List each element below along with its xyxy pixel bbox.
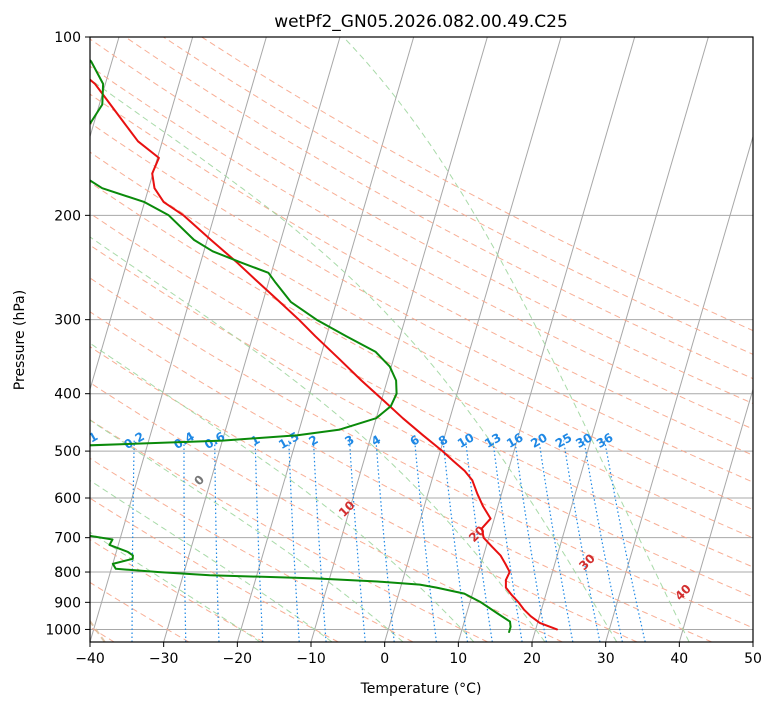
mixing-ratio-line-13 [514,440,547,642]
mixing-ratio-line-15 [563,440,601,642]
sounding-series-layer [90,58,558,633]
temperature-line [90,78,558,631]
mixing-ratio-line-8 [375,440,395,642]
dry-adiabat--20 [90,538,264,642]
dry-adiabat-100 [90,122,753,483]
y-tick-label: 200 [54,208,81,224]
dry-adiabat-80 [90,181,753,539]
y-tick-label: 700 [54,531,81,547]
y-tick-label: 300 [54,313,81,329]
x-tick-label: 10 [449,651,467,667]
y-tick-label: 600 [54,491,81,507]
mixing-ratio-line-2 [183,440,187,642]
dry-adiabat-70 [90,212,753,568]
mixing-ratio-line-4 [254,440,264,642]
x-tick-label: −40 [75,651,105,667]
mixing-ratio-line-1 [131,440,135,642]
mixing-ratio-line-14 [538,440,574,642]
mixing-ratio-line-10 [442,440,469,642]
x-tick-label: 40 [670,651,688,667]
dry-adiabat-layer [90,37,753,642]
mixing-ratio-line-11 [465,440,493,642]
reference-curve-1 [0,37,2,642]
mixing-ratio-line-0 [82,441,88,642]
isotherm--40 [90,37,267,642]
isotherm--50 [90,37,194,392]
x-tick-label: −10 [296,651,326,667]
y-tick-label: 500 [54,444,81,460]
x-axis-label: Temperature (°C) [360,681,482,697]
dry-adiabat-110 [90,93,753,456]
moist-adiabat-20 [90,236,546,642]
isotherm-20 [531,37,709,642]
mixing-ratio-line-9 [414,440,437,642]
x-tick-label: 20 [523,651,541,667]
mixing-ratio-line-7 [348,440,366,642]
plot-frame [89,36,754,643]
mixing-ratio-label: 0.1 [75,429,100,452]
mixing-ratio-line-3 [214,440,220,642]
dry-adiabat--30 [90,581,190,642]
x-tick-label: −30 [149,651,179,667]
y-tick-label: 1000 [45,622,81,638]
y-tick-label: 400 [54,387,81,403]
moist-adiabat-40 [343,37,690,642]
mixing-ratio-line-16 [583,440,623,642]
moist-adiabat-10 [90,342,475,642]
x-tick-label: 30 [597,651,615,667]
dry-adiabat-10 [90,419,488,642]
y-tick-label: 100 [54,30,81,46]
isotherm--20 [236,37,415,642]
isotherm--30 [163,37,341,642]
moist-adiabat-0 [90,419,404,642]
axes-layer: −40 −30 −20 −10 0 10 20 30 40 50 100 200 300 400 500 60… [45,30,762,667]
isotherm-0 [384,37,562,642]
dry-adiabat-140 [125,37,753,380]
dry-adiabat-30 [90,346,638,642]
x-tick-label: 50 [744,651,762,667]
isotherm-40 [678,387,753,642]
x-tick-label: 0 [380,651,389,667]
dry-adiabat-50 [90,277,753,629]
x-tick-label: −20 [223,651,253,667]
dry-adiabat-label: -10 [0,427,14,452]
dry-adiabat-40 [90,311,712,642]
dry-adiabat-130 [90,38,753,405]
dry-adiabat-90 [90,151,753,511]
mixing-ratio-line-17 [604,440,646,642]
mixing-ratio-line-6 [312,440,327,642]
y-tick-label: 800 [54,565,81,581]
y-axis-label: Pressure (hPa) [12,290,28,390]
mixing-ratio-line-5 [288,440,300,642]
dewpoint-line [90,58,512,633]
chart-title: wetPf2_GN05.2026.082.00.49.C25 [274,12,568,32]
dry-adiabat-0 [90,457,414,642]
mixing-ratio-line-12 [492,440,523,642]
mixing-ratio-layer [82,440,646,642]
isotherm-50 [752,640,753,642]
plot-background [90,37,753,642]
moist-adiabat--10 [90,479,333,642]
dry-adiabat-60 [90,244,753,598]
y-tick-label: 900 [54,595,81,611]
